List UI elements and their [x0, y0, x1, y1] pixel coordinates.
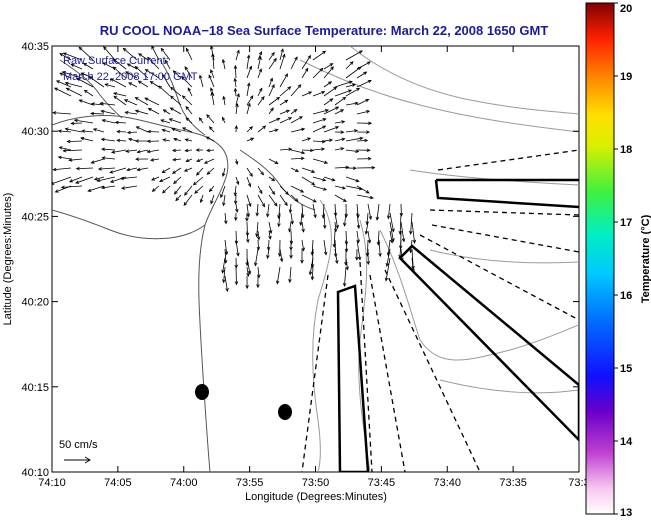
colorbar-tick-label: 15: [620, 363, 632, 375]
y-tick-label: 40:10: [21, 467, 49, 479]
scale-label: 50 cm/s: [59, 439, 98, 451]
x-tick-label: 74:00: [170, 477, 198, 489]
station-dot-1: [195, 384, 209, 400]
legend-line-1: Raw Surface Current:: [63, 55, 169, 67]
colorbar-tick-label: 14: [620, 436, 633, 448]
colorbar-tick-label: 13: [620, 507, 632, 518]
x-tick-label: 74:05: [104, 477, 132, 489]
legend-line-2: March 22, 2008 17:00 GMT: [63, 71, 198, 83]
x-tick-label: 73:55: [236, 477, 264, 489]
colorbar-tick-label: 17: [620, 217, 632, 229]
y-tick-label: 40:30: [21, 126, 49, 138]
colorbar-tick-label: 19: [620, 71, 632, 83]
plot-frame: [52, 46, 579, 472]
colorbar-tick-label: 16: [620, 290, 632, 302]
y-axis-label: Latitude (Degrees:Minutes): [2, 193, 14, 326]
x-tick-label: 73:35: [499, 477, 527, 489]
y-tick-label: 40:35: [21, 41, 49, 53]
x-tick-label: 73:50: [302, 477, 330, 489]
x-axis-label: Longitude (Degrees:Minutes): [245, 491, 387, 503]
colorbar-tick-label: 18: [620, 144, 632, 156]
y-tick-label: 40:15: [21, 382, 49, 394]
y-tick-label: 40:25: [21, 211, 49, 223]
colorbar-tick-label: 20: [620, 3, 632, 15]
map-title: RU COOL NOAA−18 Sea Surface Temperature:…: [100, 23, 549, 38]
colorbar-ticks: 20 19 18 17 16 15 14 13: [614, 3, 633, 518]
y-tick-label: 40:20: [21, 297, 49, 309]
colorbar-label: Temperature (°C): [640, 214, 651, 303]
x-tick-label: 73:40: [433, 477, 461, 489]
x-tick-label: 73:45: [368, 477, 396, 489]
colorbar: [586, 3, 614, 514]
station-dot-2: [278, 404, 292, 420]
